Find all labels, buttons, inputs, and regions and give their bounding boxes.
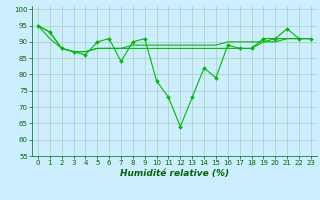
X-axis label: Humidité relative (%): Humidité relative (%) bbox=[120, 169, 229, 178]
